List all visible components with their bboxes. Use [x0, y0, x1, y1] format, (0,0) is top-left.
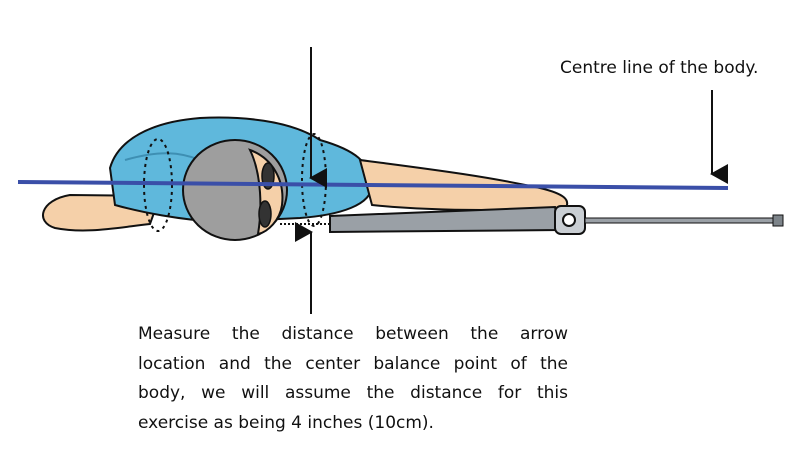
centre-line [17, 180, 729, 190]
caption-line-4: exercise as being 4 inches (10cm). [138, 412, 434, 433]
caption-line-2: location and the center balance point of… [138, 353, 568, 374]
stabilizer-rod [584, 217, 776, 224]
glasses-lens-bottom [258, 200, 272, 228]
caption-line-3: body, we will assume the distance for th… [138, 383, 568, 403]
bow-riser [329, 205, 562, 234]
measurement-caption: Measure the distance between the arrow l… [138, 320, 568, 438]
bow-sight-hole [562, 213, 576, 227]
caption-line-1: Measure the distance between the arrow [138, 324, 568, 344]
centre-line-label: Centre line of the body. [560, 58, 759, 78]
stabilizer-end [772, 214, 784, 227]
